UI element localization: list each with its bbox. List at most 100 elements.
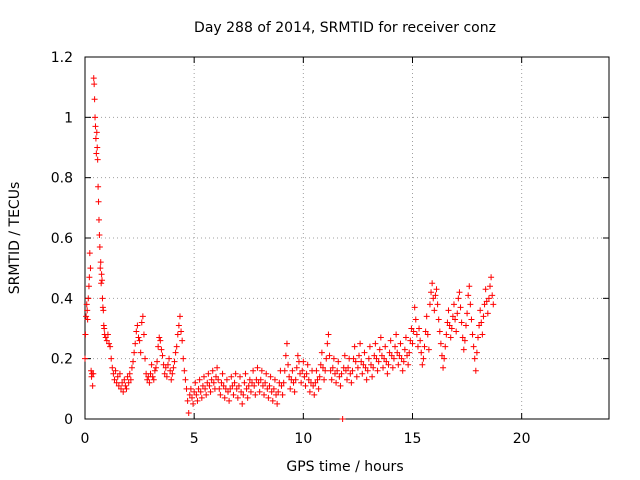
data-point xyxy=(436,328,443,335)
data-point xyxy=(148,361,155,368)
data-point xyxy=(292,376,299,383)
data-point xyxy=(115,382,122,389)
data-point xyxy=(84,307,91,314)
data-point xyxy=(400,358,407,365)
data-point xyxy=(229,382,236,389)
data-point xyxy=(274,400,281,407)
data-point xyxy=(327,367,334,374)
data-point xyxy=(286,373,293,380)
data-point xyxy=(402,334,409,341)
data-point xyxy=(186,391,193,398)
data-point xyxy=(282,352,289,359)
data-point xyxy=(434,301,441,308)
data-point xyxy=(221,394,228,401)
data-point xyxy=(191,388,198,395)
data-point xyxy=(446,322,453,329)
data-point xyxy=(100,307,107,314)
data-point xyxy=(200,373,207,380)
data-point xyxy=(240,391,247,398)
data-point xyxy=(147,370,154,377)
data-point xyxy=(166,355,173,362)
data-point xyxy=(428,289,435,296)
data-point xyxy=(441,355,448,362)
data-point xyxy=(325,331,332,338)
data-point xyxy=(380,364,387,371)
data-point xyxy=(259,382,266,389)
y-tick-labels: 0 0.2 0.4 0.6 0.8 1 1.2 xyxy=(51,50,73,428)
data-point xyxy=(464,310,471,317)
data-point xyxy=(138,319,145,326)
data-point xyxy=(130,358,137,365)
data-point xyxy=(352,358,359,365)
data-point xyxy=(479,331,486,338)
data-point xyxy=(475,334,481,341)
data-point xyxy=(94,144,101,151)
x-tick-label: 0 xyxy=(81,431,90,447)
data-point xyxy=(149,373,156,380)
data-point xyxy=(83,301,90,308)
data-point xyxy=(207,388,214,395)
data-point xyxy=(489,292,496,299)
data-point xyxy=(174,331,181,338)
data-point xyxy=(412,316,419,323)
data-point xyxy=(90,75,97,82)
data-point xyxy=(314,376,321,383)
data-point xyxy=(294,352,301,359)
data-point xyxy=(218,379,225,386)
data-point xyxy=(98,271,105,278)
data-point xyxy=(220,382,227,389)
data-point xyxy=(297,370,304,377)
data-point xyxy=(331,370,338,377)
data-point xyxy=(281,367,288,374)
data-point xyxy=(287,385,294,392)
data-point xyxy=(227,385,234,392)
axis-ticks xyxy=(84,56,609,420)
data-point xyxy=(120,388,127,395)
data-point xyxy=(465,292,472,299)
data-point xyxy=(107,343,114,350)
data-point xyxy=(93,150,100,157)
data-point xyxy=(395,361,402,368)
data-point xyxy=(406,349,413,356)
data-point xyxy=(470,343,477,350)
data-point xyxy=(354,364,361,371)
data-point xyxy=(258,367,265,374)
data-point xyxy=(376,346,383,353)
data-point xyxy=(125,379,132,386)
data-point xyxy=(132,340,139,347)
data-point xyxy=(150,376,157,383)
data-point xyxy=(245,382,252,389)
data-point xyxy=(310,382,317,389)
data-point xyxy=(373,355,380,362)
data-point xyxy=(426,301,433,308)
data-point xyxy=(169,370,176,377)
data-point xyxy=(121,376,128,383)
data-point xyxy=(159,352,166,359)
x-tick-label: 10 xyxy=(294,431,312,447)
data-point xyxy=(440,364,447,371)
data-point xyxy=(244,394,251,401)
data-point xyxy=(383,358,390,365)
data-point xyxy=(317,361,324,368)
data-point xyxy=(303,370,310,377)
data-point xyxy=(353,373,360,380)
data-point xyxy=(163,373,170,380)
data-point xyxy=(168,376,175,383)
data-point xyxy=(213,373,219,380)
data-point xyxy=(382,343,389,350)
data-point xyxy=(122,382,129,389)
data-point xyxy=(344,376,350,383)
data-point xyxy=(312,379,319,386)
data-point xyxy=(360,361,367,368)
data-point xyxy=(104,331,111,338)
data-point xyxy=(410,328,417,335)
data-point xyxy=(190,400,197,407)
data-point xyxy=(333,379,340,386)
data-point xyxy=(366,343,373,350)
data-point xyxy=(108,355,115,362)
data-point xyxy=(144,376,151,383)
data-point xyxy=(164,361,171,368)
chart-title: Day 288 of 2014, SRMTID for receiver con… xyxy=(194,20,496,36)
data-point xyxy=(371,352,378,359)
data-point xyxy=(140,331,147,338)
